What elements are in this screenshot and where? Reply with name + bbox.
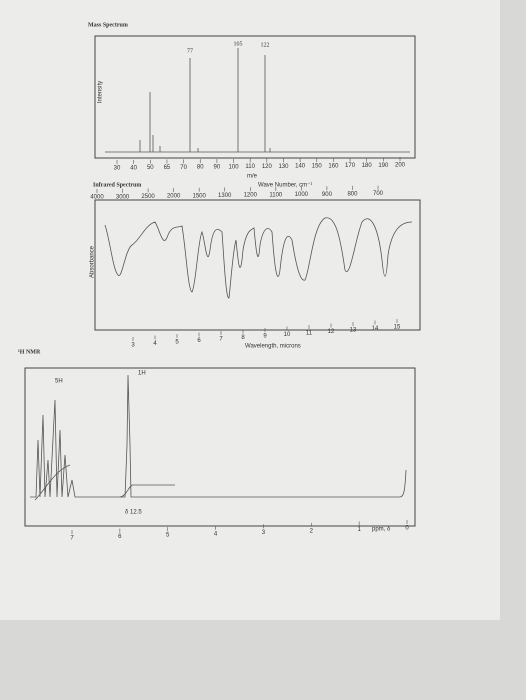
- nmr-x-tick: 0: [405, 526, 409, 532]
- ir-bottom-tick: 13: [350, 328, 357, 334]
- nmr-peak-label: 1H: [138, 371, 146, 377]
- ir-bottom-tick: 6: [197, 338, 201, 344]
- ir-top-tick: 4000: [90, 195, 104, 201]
- ir-top-tick: 1200: [244, 193, 258, 199]
- ms-peaks: [105, 48, 410, 153]
- ir-y-label: Absorbance: [90, 245, 96, 278]
- ms-title: Mass Spectrum: [88, 22, 128, 28]
- ir-top-tick: 900: [322, 192, 333, 198]
- ir-bottom-tick: 11: [306, 331, 313, 337]
- ms-x-tick: 110: [245, 164, 255, 170]
- nmr-frame: [24, 367, 416, 527]
- ir-bottom-tick: 15: [394, 325, 401, 331]
- ms-x-label: m/e: [247, 174, 258, 180]
- ms-x-tick: 90: [214, 165, 221, 171]
- ms-x-tick: 70: [180, 165, 187, 171]
- nmr-x-tick: 2: [310, 528, 314, 534]
- nmr-x-tick: 6: [118, 534, 122, 540]
- nmr-x-tick: 5: [166, 533, 170, 539]
- ms-x-tick: 120: [262, 164, 273, 170]
- nmr-peak-label: 5H: [55, 379, 63, 385]
- ir-bottom-tick: 5: [175, 340, 179, 346]
- ir-top-tick: 3000: [116, 194, 130, 200]
- ir-top-tick: 800: [347, 192, 358, 198]
- ir-trace: [104, 217, 413, 299]
- nmr-x-tick: 4: [214, 531, 218, 537]
- ms-x-tick: 170: [345, 163, 356, 169]
- ir-top-tick: 1100: [269, 192, 283, 198]
- nmr-x-tick: 7: [70, 536, 74, 542]
- ms-x-tick: 50: [147, 165, 154, 171]
- ir-bottom-tick: 10: [284, 332, 291, 338]
- ir-top-tick: 1000: [295, 192, 309, 198]
- ir-bottom-label: Wavelength, microns: [245, 344, 301, 350]
- paper: [0, 0, 500, 620]
- ms-x-tick: 150: [312, 164, 323, 170]
- ir-top-tick: 1500: [193, 193, 207, 199]
- nmr-x-tick: 3: [262, 530, 266, 536]
- ms-x-tick: 130: [278, 164, 289, 170]
- ms-peak-label: 77: [187, 48, 193, 54]
- ms-peak-label: 105: [234, 41, 243, 47]
- nmr-x-tick: 1: [357, 527, 361, 533]
- ms-x-tick: 180: [362, 163, 373, 169]
- ms-x-tick: 160: [328, 163, 339, 169]
- ir-bottom-tick: 9: [263, 334, 267, 340]
- nmr-integral: [34, 464, 175, 501]
- ir-bottom-tick: 4: [153, 341, 157, 347]
- ms-x-tick: 100: [229, 164, 240, 170]
- nmr-shift-label: δ 12.5: [125, 510, 142, 516]
- nmr-trace: [30, 374, 407, 498]
- ir-bottom-tick: 12: [328, 329, 335, 335]
- ir-frame: [94, 199, 421, 331]
- ir-bottom-tick: 3: [131, 343, 135, 349]
- ms-y-label: Intensity: [98, 81, 104, 103]
- ir-top-tick: 1300: [218, 193, 232, 199]
- ms-x-tick: 30: [114, 166, 121, 172]
- ms-x-tick: 140: [295, 164, 306, 170]
- ir-top-tick: 2500: [141, 194, 155, 200]
- ms-x-tick: 65: [164, 165, 171, 171]
- ms-x-tick: 40: [130, 165, 137, 171]
- nmr-x-label: ppm, δ: [372, 527, 391, 533]
- ms-x-tick: 200: [395, 163, 406, 169]
- ir-title: Infrared Spectrum: [93, 182, 141, 188]
- ir-bottom-tick: 7: [219, 337, 223, 343]
- ms-frame: [94, 35, 416, 159]
- ms-x-tick: 80: [197, 165, 204, 171]
- ir-top-label: Wave Number, cm⁻¹: [258, 183, 312, 189]
- ir-bottom-tick: 14: [372, 326, 379, 332]
- ir-top-tick: 2000: [167, 194, 181, 200]
- ir-top-tick: 700: [373, 191, 384, 197]
- ir-bottom-tick: 8: [241, 335, 245, 341]
- ms-x-tick: 190: [378, 163, 389, 169]
- nmr-title: ¹H NMR: [18, 349, 41, 355]
- ms-peak-label: 122: [261, 42, 270, 48]
